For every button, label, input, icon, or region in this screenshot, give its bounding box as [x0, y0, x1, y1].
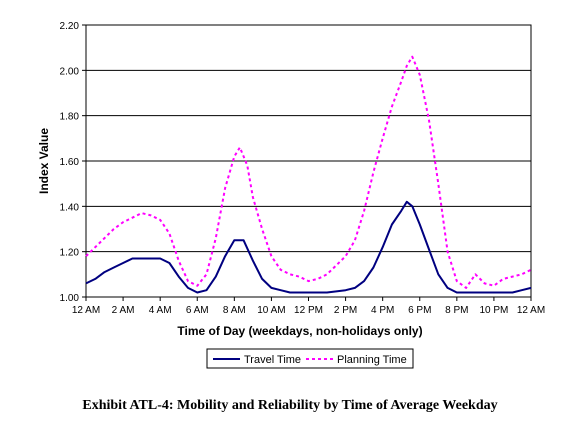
y-axis-ticks: 1.00 1.20 1.40 1.60 1.80 2.00 2.20	[60, 21, 86, 304]
series-lines	[85, 55, 532, 294]
y-tick-label: 1.40	[60, 202, 80, 213]
x-axis-ticks: 12 AM 2 AM 4 AM 6 AM 8 AM 10 AM 12 PM 2 PM 4 PM 6…	[72, 297, 545, 316]
y-tick-label: 1.60	[60, 157, 80, 168]
y-tick-label: 1.80	[60, 112, 80, 123]
y-axis-title: Index Value	[37, 128, 51, 194]
x-tick-label: 2 PM	[334, 305, 357, 316]
y-tick-label: 1.00	[60, 293, 80, 304]
legend-label-travel-time: Travel Time	[244, 354, 301, 366]
x-axis-title: Time of Day (weekdays, non-holidays only…	[177, 324, 422, 338]
x-tick-label: 12 AM	[517, 305, 545, 316]
x-tick-label: 10 PM	[479, 305, 508, 316]
legend: Travel Time Planning Time	[206, 348, 414, 369]
x-tick-label: 6 AM	[186, 305, 209, 316]
x-tick-label: 4 PM	[371, 305, 394, 316]
gridlines	[86, 69, 531, 253]
x-tick-label: 8 PM	[445, 305, 468, 316]
chart-caption: Exhibit ATL-4: Mobility and Reliability …	[82, 398, 497, 413]
x-tick-label: 10 AM	[257, 305, 285, 316]
x-tick-label: 6 PM	[408, 305, 431, 316]
series-line-travel-time	[85, 200, 532, 294]
series-line-planning-time	[85, 55, 532, 289]
x-tick-label: 12 AM	[72, 305, 100, 316]
y-tick-label: 1.20	[60, 248, 80, 259]
x-tick-label: 12 PM	[294, 305, 323, 316]
legend-box	[206, 348, 414, 369]
y-tick-label: 2.20	[60, 21, 80, 32]
x-tick-label: 2 AM	[112, 305, 135, 316]
x-tick-label: 8 AM	[223, 305, 246, 316]
y-tick-label: 2.00	[60, 66, 80, 77]
legend-label-planning-time: Planning Time	[337, 354, 407, 366]
x-tick-label: 4 AM	[149, 305, 172, 316]
